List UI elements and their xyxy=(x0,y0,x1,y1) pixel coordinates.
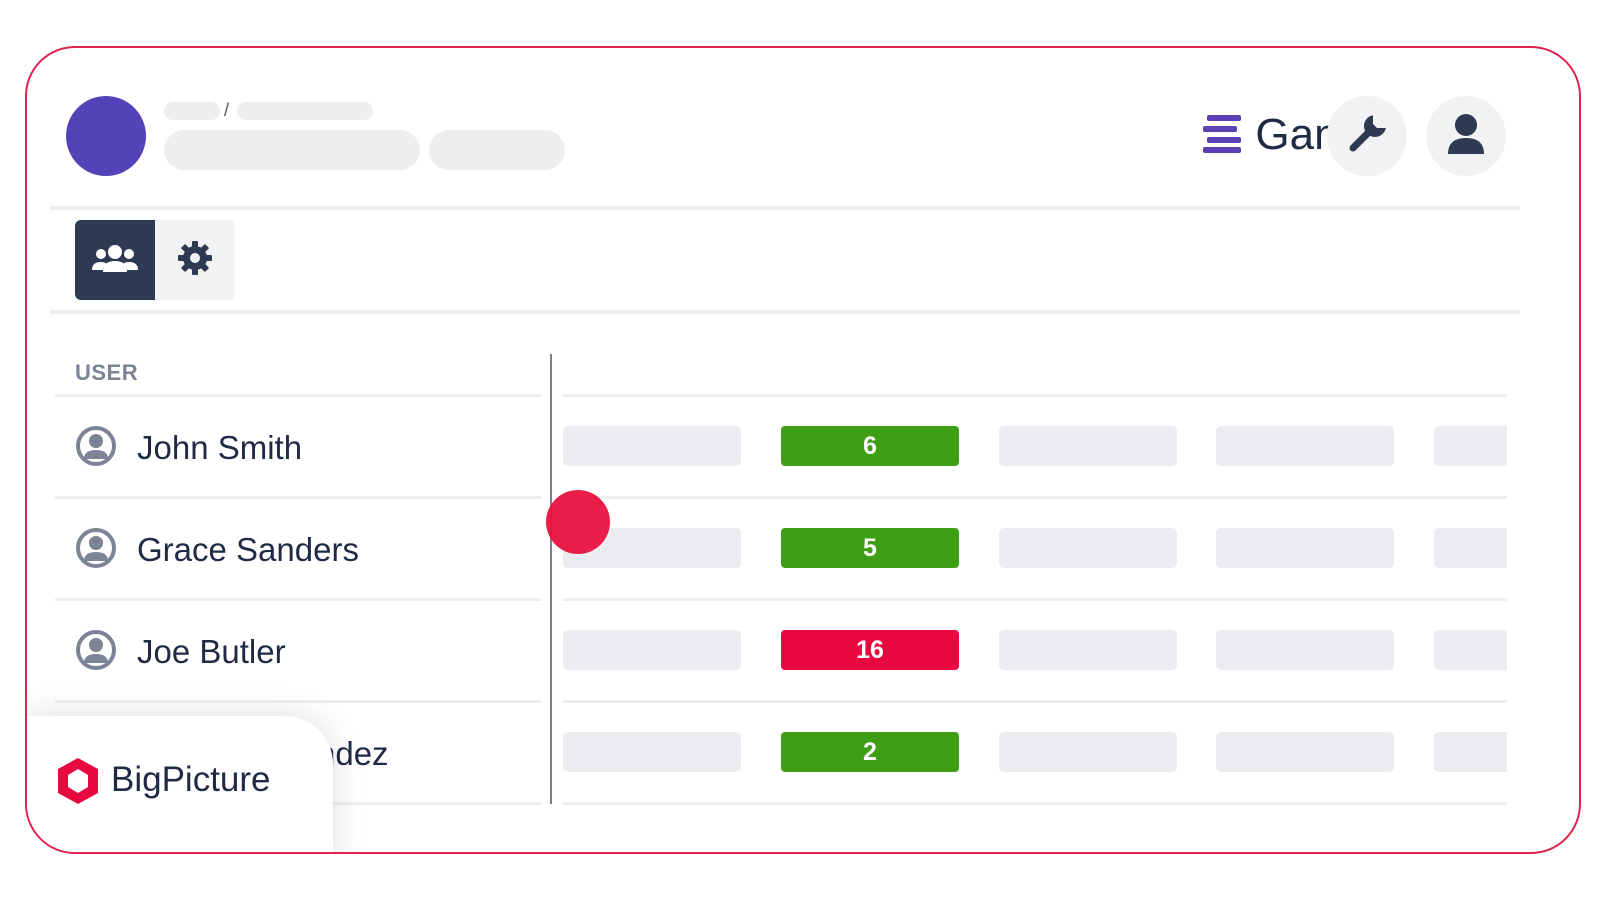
bigpicture-logo-icon xyxy=(55,756,101,811)
grid-separator xyxy=(563,496,1507,499)
project-tag-placeholder xyxy=(429,130,565,170)
breadcrumb-separator: / xyxy=(224,100,230,120)
user-avatar-icon xyxy=(75,629,117,676)
timeline-cell xyxy=(1216,630,1394,670)
bigpicture-wordmark: BigPicture xyxy=(111,760,271,799)
grid-separator xyxy=(563,802,1507,805)
workload-cell[interactable]: 6 xyxy=(781,426,959,466)
cursor-indicator xyxy=(546,490,610,554)
gear-icon xyxy=(177,240,213,281)
tools-button[interactable] xyxy=(1327,96,1407,176)
user-icon xyxy=(1446,112,1486,161)
row-separator xyxy=(55,598,541,601)
workload-cell[interactable]: 5 xyxy=(781,528,959,568)
grid-separator xyxy=(563,700,1507,703)
project-title-placeholder xyxy=(164,130,420,170)
app-frame: / Gantt xyxy=(25,46,1581,854)
breadcrumb-placeholder-2 xyxy=(237,102,373,120)
grid-separator xyxy=(563,598,1507,601)
project-avatar[interactable] xyxy=(66,96,146,176)
gantt-logo-icon xyxy=(1203,113,1245,158)
timeline-cell xyxy=(563,732,741,772)
table-row[interactable]: Joe Butler xyxy=(75,629,286,676)
user-name: Grace Sanders xyxy=(137,531,359,568)
row-separator xyxy=(55,496,541,499)
row-separator xyxy=(55,700,541,703)
timeline-cell xyxy=(1216,528,1394,568)
timeline-cell xyxy=(999,630,1177,670)
user-avatar-icon xyxy=(75,527,117,574)
bigpicture-badge: BigPicture xyxy=(27,716,333,852)
timeline-cell xyxy=(999,426,1177,466)
column-splitter[interactable] xyxy=(550,354,552,804)
header-divider xyxy=(50,206,1520,210)
timeline-cell xyxy=(1216,732,1394,772)
timeline-cell xyxy=(1434,426,1507,466)
timeline-cell xyxy=(1434,528,1507,568)
table-row[interactable]: Grace Sanders xyxy=(75,527,359,574)
user-avatar-icon xyxy=(75,425,117,472)
user-column-header: USER xyxy=(75,360,139,385)
timeline-cell xyxy=(563,426,741,466)
timeline-cell xyxy=(1216,426,1394,466)
breadcrumb-placeholder-1 xyxy=(164,102,220,120)
grid-separator xyxy=(563,394,1507,397)
workload-cell[interactable]: 2 xyxy=(781,732,959,772)
user-name: Joe Butler xyxy=(137,633,286,670)
timeline-cell xyxy=(999,528,1177,568)
tab-users[interactable] xyxy=(75,220,155,300)
workload-cell[interactable]: 16 xyxy=(781,630,959,670)
toolbar-divider xyxy=(50,310,1520,314)
row-separator xyxy=(55,394,541,397)
timeline-cell xyxy=(1434,630,1507,670)
table-row[interactable]: John Smith xyxy=(75,425,303,472)
wrench-icon xyxy=(1345,112,1389,161)
users-icon xyxy=(92,242,138,279)
tab-settings[interactable] xyxy=(155,220,235,300)
user-name: John Smith xyxy=(137,429,303,466)
timeline-cell xyxy=(1434,732,1507,772)
timeline-cell xyxy=(999,732,1177,772)
timeline-cell xyxy=(563,630,741,670)
profile-button[interactable] xyxy=(1426,96,1506,176)
